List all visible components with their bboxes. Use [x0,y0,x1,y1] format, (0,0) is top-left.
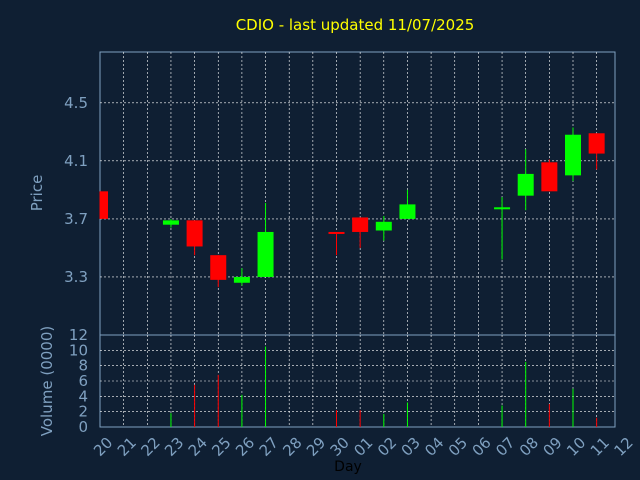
x-tick-label: 08 [516,434,542,460]
volume-tick-label: 4 [78,387,88,405]
x-tick-label: 11 [587,434,613,460]
price-tick-label: 4.5 [64,94,88,112]
x-tick-label: 09 [539,434,565,460]
volume-tick-label: 12 [69,326,88,344]
x-tick-label: 03 [398,434,424,460]
x-tick-label: 01 [350,434,376,460]
price-panel: 3.3 3.7 4.1 4.5 [64,51,616,336]
candle-body [352,217,369,232]
x-tick-label: 24 [185,434,211,460]
x-tick-label: 04 [421,434,447,460]
price-axis-label: Price [28,175,46,212]
price-grid [100,52,615,335]
candle-body [494,207,511,210]
price-plot-area [99,51,616,336]
x-tick-label: 25 [208,434,234,460]
candle-body [100,191,108,219]
x-tick-label: 27 [256,434,282,460]
x-tick-label: 05 [445,434,471,460]
volume-bars [170,346,598,427]
x-tick-label: 10 [563,434,589,460]
volume-axis-label: Volume (0000) [38,326,56,436]
x-tick-label: 06 [469,434,495,460]
price-y-ticks: 3.3 3.7 4.1 4.5 [64,94,88,286]
candle-body [541,162,558,192]
volume-tick-label: 0 [78,418,88,436]
x-tick-label: 07 [492,434,518,460]
x-tick-label: 29 [303,434,329,460]
candle-body [186,220,203,247]
x-tick-label: 30 [327,434,353,460]
candles [99,127,605,288]
candle-body [210,255,227,280]
x-tick-label: 21 [114,434,140,460]
x-ticks: 2021222324252627282930010203040506070809… [90,434,637,460]
x-tick-label: 20 [90,434,116,460]
candle-body [588,133,605,154]
price-tick-label: 4.1 [64,152,88,170]
price-tick-label: 3.7 [64,210,88,228]
candle-body [399,204,416,219]
volume-tick-label: 6 [78,372,88,390]
candle-body [162,220,179,225]
x-tick-label: 26 [232,434,258,460]
volume-tick-label: 8 [78,357,88,375]
chart-title: CDIO - last updated 11/07/2025 [236,16,475,34]
x-tick-label: 22 [137,434,163,460]
volume-tick-label: 10 [69,341,88,359]
price-tick-label: 3.3 [64,268,88,286]
candle-body [257,231,274,277]
candle-body [375,221,392,231]
volume-grid [100,335,615,427]
candle-body [565,134,581,176]
x-axis-label: Day [334,459,362,475]
candle-body [233,276,250,283]
volume-tick-label: 2 [78,403,88,421]
candle-body [517,173,534,196]
x-tick-label: 02 [374,434,400,460]
x-tick-label: 23 [161,434,187,460]
candle-body [328,231,345,234]
x-tick-label: 12 [610,434,636,460]
x-tick-label: 28 [279,434,305,460]
